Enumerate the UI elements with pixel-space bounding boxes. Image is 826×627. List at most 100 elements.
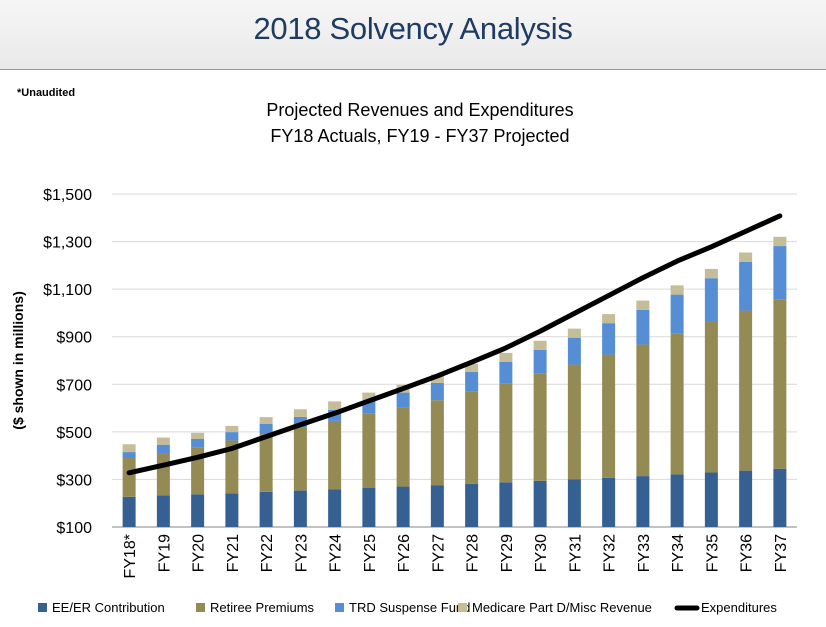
bar-segment xyxy=(499,383,513,483)
legend-swatch xyxy=(38,603,47,612)
legend-label: TRD Suspense Fund xyxy=(349,600,470,615)
bar-segment xyxy=(465,391,479,484)
bar-segment xyxy=(602,323,616,355)
x-tick-label: FY24 xyxy=(328,534,345,572)
bar-segment xyxy=(430,382,444,401)
bar-segment xyxy=(259,491,273,527)
bar-segment xyxy=(293,416,307,428)
bar-segment xyxy=(533,349,547,374)
bar-segment xyxy=(773,246,787,300)
bar-segment xyxy=(430,400,444,486)
x-tick-label: FY30 xyxy=(533,534,550,572)
bar-segment xyxy=(362,487,376,527)
bar-segment xyxy=(396,486,410,527)
bar-segment xyxy=(499,361,513,384)
bar-segment xyxy=(773,299,787,469)
x-tick-label: FY34 xyxy=(670,534,687,572)
legend-label: Medicare Part D/Misc Revenue xyxy=(472,600,652,615)
bar-segment xyxy=(191,432,205,439)
bar-segment xyxy=(670,333,684,475)
bar-segment xyxy=(602,314,616,324)
bar-segment xyxy=(739,310,753,471)
bar-segment xyxy=(430,374,444,383)
bar-segment xyxy=(122,496,136,527)
bar-segment xyxy=(465,363,479,372)
chart-subtitle: FY18 Actuals, FY19 - FY37 Projected xyxy=(270,126,570,146)
y-axis-label: ($ shown in millions) xyxy=(10,291,26,429)
x-tick-label: FY35 xyxy=(704,534,721,572)
unaudited-note: *Unaudited xyxy=(17,87,76,99)
bar-segment xyxy=(739,470,753,527)
bar-segment xyxy=(602,477,616,527)
bar-segment xyxy=(670,474,684,527)
y-tick-label: $900 xyxy=(56,330,92,347)
bar-segment xyxy=(739,261,753,311)
chart-title: Projected Revenues and Expenditures xyxy=(266,100,574,120)
bar-segment xyxy=(636,344,650,477)
bar-segment xyxy=(704,278,718,322)
bar-segment xyxy=(122,458,136,497)
legend-label: EE/ER Contribution xyxy=(52,600,165,615)
x-tick-label: FY37 xyxy=(773,534,790,572)
x-tick-label: FY23 xyxy=(293,534,310,572)
y-tick-label: $700 xyxy=(56,377,92,394)
bar-segment xyxy=(430,485,444,527)
bar-segment xyxy=(156,444,170,454)
page-title: 2018 Solvency Analysis xyxy=(253,11,573,46)
bar-segment xyxy=(225,432,239,441)
x-tick-label: FY18* xyxy=(122,534,139,578)
bar-segment xyxy=(465,483,479,527)
bar-segment xyxy=(567,479,581,527)
bar-segment xyxy=(636,476,650,527)
bar-segment xyxy=(191,494,205,527)
legend-label: Retiree Premiums xyxy=(210,600,315,615)
bar-segment xyxy=(533,373,547,481)
bar-segment xyxy=(499,482,513,527)
x-tick-label: FY28 xyxy=(465,534,482,572)
legend-swatch xyxy=(335,603,344,612)
bar-segment xyxy=(156,453,170,496)
bar-segment xyxy=(396,392,410,408)
legend-label: Expenditures xyxy=(701,600,777,615)
bar-segment xyxy=(567,364,581,480)
x-tick-label: FY20 xyxy=(191,534,208,572)
bar-segment xyxy=(362,413,376,488)
y-tick-label: $1,500 xyxy=(43,187,92,204)
x-tick-label: FY29 xyxy=(499,534,516,572)
bar-segment xyxy=(362,392,376,401)
bar-segment xyxy=(259,424,273,435)
bar-segment xyxy=(499,352,513,362)
x-tick-label: FY26 xyxy=(396,534,413,572)
bar-segment xyxy=(465,371,479,392)
bar-segment xyxy=(156,437,170,445)
y-tick-label: $500 xyxy=(56,425,92,442)
bar-segment xyxy=(293,427,307,491)
bar-segment xyxy=(704,472,718,527)
x-tick-label: FY33 xyxy=(636,534,653,572)
x-tick-label: FY19 xyxy=(156,534,173,572)
y-tick-label: $100 xyxy=(56,520,92,537)
bar-segment xyxy=(636,309,650,345)
bar-segment xyxy=(328,401,342,410)
y-tick-label: $1,100 xyxy=(43,282,92,299)
bar-segment xyxy=(293,409,307,417)
bar-segment xyxy=(704,268,718,279)
y-tick-label: $1,300 xyxy=(43,235,92,252)
bar-segment xyxy=(122,452,136,459)
bar-segment xyxy=(704,321,718,473)
expenditures-line xyxy=(126,213,783,476)
x-tick-label: FY27 xyxy=(430,534,447,572)
bar-segment xyxy=(293,490,307,527)
x-tick-label: FY31 xyxy=(567,534,584,572)
bar-segment xyxy=(328,489,342,527)
bar-segment xyxy=(156,495,170,527)
legend-swatch xyxy=(196,603,205,612)
legend-swatch xyxy=(458,603,467,612)
x-tick-label: FY21 xyxy=(225,534,242,572)
bar-segment xyxy=(225,493,239,527)
bar-segment xyxy=(328,420,342,490)
bar-segment xyxy=(396,407,410,487)
x-tick-label: FY32 xyxy=(602,534,619,572)
x-tick-label: FY25 xyxy=(362,534,379,572)
